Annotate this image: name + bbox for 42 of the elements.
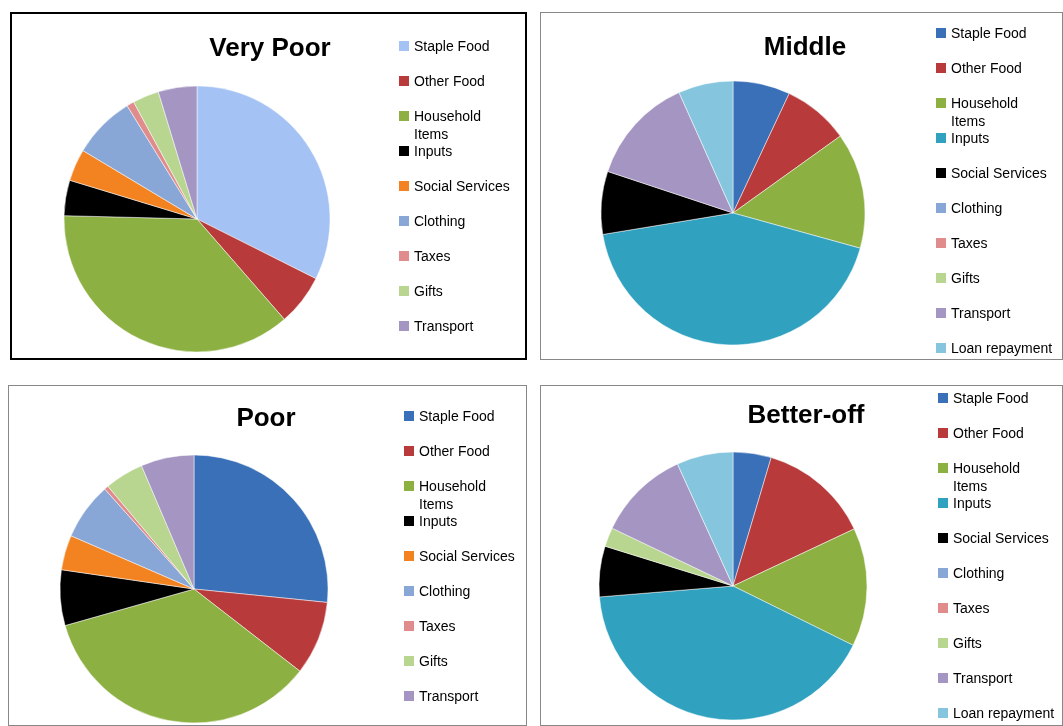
legend-label: Other Food — [951, 59, 1023, 77]
legend-label: Staple Food — [951, 24, 1028, 42]
legend-label: Taxes — [951, 234, 989, 252]
legend-label: Transport — [951, 304, 1012, 322]
legend-label: Taxes — [953, 599, 991, 617]
legend-label: Social Services — [419, 547, 516, 565]
legend-label: Clothing — [414, 212, 467, 230]
legend-label: Inputs — [419, 512, 459, 530]
legend-label: Taxes — [414, 247, 452, 265]
legend-label: Social Services — [953, 529, 1050, 547]
legend-label: Staple Food — [419, 407, 496, 425]
legend-label: Household Items — [419, 477, 487, 513]
text: Better-off — [747, 399, 865, 430]
legend-label: Clothing — [419, 582, 472, 600]
legend-label: Other Food — [953, 424, 1025, 442]
legend-label: Transport — [414, 317, 475, 335]
legend-label: Taxes — [419, 617, 457, 635]
legend-label: Inputs — [953, 494, 993, 512]
legend-label: Gifts — [951, 269, 981, 287]
legend-label: Gifts — [419, 652, 449, 670]
legend-label: Other Food — [414, 72, 486, 90]
chart-title: Very Poor — [209, 32, 331, 63]
legend-label: Loan repayment — [953, 704, 1056, 722]
legend-label: Transport — [419, 687, 480, 705]
legend-label: Gifts — [414, 282, 444, 300]
legend-label: Clothing — [953, 564, 1006, 582]
legend-label: Social Services — [951, 164, 1048, 182]
legend-label: Household Items — [414, 107, 482, 143]
legend-label: Gifts — [953, 634, 983, 652]
legend-label: Other Food — [419, 442, 491, 460]
legend-label: Inputs — [414, 142, 454, 160]
chart-title: Poor — [236, 402, 296, 433]
text: Middle — [763, 31, 847, 62]
legend-label: Social Services — [414, 177, 511, 195]
legend-label: Transport — [953, 669, 1014, 687]
legend-label: Loan repayment — [951, 339, 1054, 357]
legend-label: Household Items — [953, 459, 1021, 495]
legend-label: Clothing — [951, 199, 1004, 217]
legend-label: Staple Food — [953, 389, 1030, 407]
legend-label: Staple Food — [414, 37, 491, 55]
legend-label: Household Items — [951, 94, 1019, 130]
legend-label: Inputs — [951, 129, 991, 147]
